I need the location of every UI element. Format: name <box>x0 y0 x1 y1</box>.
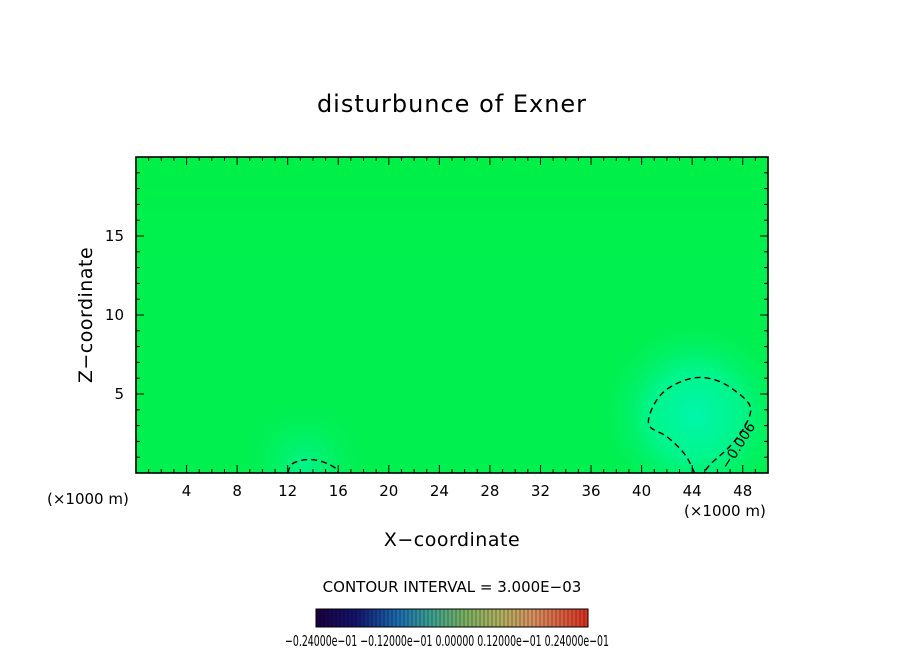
contour-line <box>287 458 339 473</box>
x-tick-label: 48 <box>733 482 752 500</box>
x-tick-label: 4 <box>182 482 192 500</box>
y-tick-label: 15 <box>105 227 124 245</box>
x-axis-ticks: 4 8 12 16 20 24 28 32 36 40 44 48 <box>148 157 756 500</box>
x-tick-label: 44 <box>683 482 702 500</box>
y-tick-label: 5 <box>114 385 124 403</box>
plot-area <box>136 157 768 473</box>
x-tick-label: 36 <box>581 482 600 500</box>
chart-title: disturbunce of Exner <box>317 90 587 118</box>
y-axis-label: Z−coordinate <box>75 247 97 383</box>
colorbar-stripes <box>319 609 585 627</box>
x-tick-label: 24 <box>430 482 449 500</box>
contour-lines <box>287 376 752 473</box>
contour-interval-text: CONTOUR INTERVAL = 3.000E−03 <box>323 578 582 596</box>
x-tick-label: 20 <box>379 482 398 500</box>
y-axis-ticks: 5 10 15 <box>105 172 768 458</box>
x-unit-right: (×1000 m) <box>684 502 766 520</box>
x-tick-label: 12 <box>278 482 297 500</box>
colorbar-fill <box>315 608 589 628</box>
x-unit-left: (×1000 m) <box>47 490 129 508</box>
upper-band-shade <box>136 157 768 277</box>
x-tick-label: 16 <box>329 482 348 500</box>
x-tick-label: 40 <box>632 482 651 500</box>
x-tick-label: 8 <box>232 482 242 500</box>
colorbar-labels: −0.24000e−01 −0.12000e−01 0.00000 0.1200… <box>285 632 609 650</box>
x-tick-label: 32 <box>531 482 550 500</box>
x-axis-label: X−coordinate <box>384 529 520 551</box>
y-tick-label: 10 <box>105 306 124 324</box>
colorbar <box>315 608 589 628</box>
x-tick-label: 28 <box>480 482 499 500</box>
lower-right-anomaly <box>136 300 768 473</box>
